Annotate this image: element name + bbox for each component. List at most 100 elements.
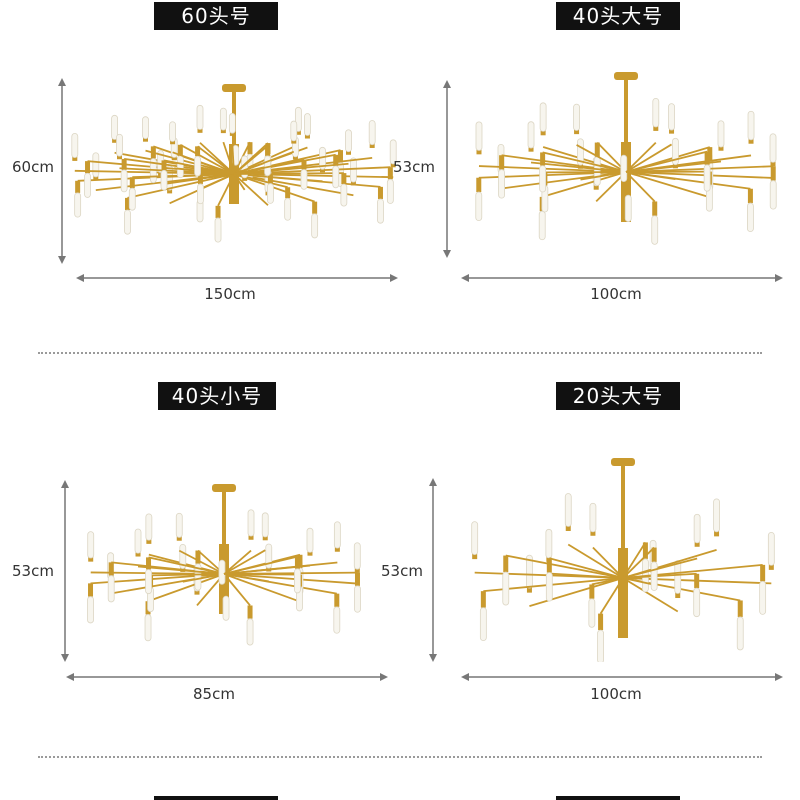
chandelier-arm — [625, 171, 710, 198]
height-arrow-3 — [61, 480, 69, 662]
height-dimension-2: 53cm — [393, 158, 435, 176]
chandelier-arm — [223, 549, 252, 575]
chandelier-arm — [223, 555, 298, 575]
lamp-bulb — [767, 531, 775, 566]
lamp-bulb — [502, 571, 510, 606]
lamp-bulb — [120, 169, 128, 193]
lamp-bulb — [593, 156, 601, 186]
lamp-holder — [129, 177, 135, 189]
lamp-bulb — [747, 110, 755, 141]
chandelier-arm — [233, 173, 269, 206]
down-rod — [222, 492, 226, 574]
chandelier-arm — [233, 173, 354, 197]
lamp-bulb — [194, 155, 201, 177]
lamp-bulb — [267, 183, 274, 204]
chandelier-40-heads-large — [475, 72, 777, 245]
chandelier-arm — [199, 173, 235, 190]
lamp-bulb — [107, 575, 115, 603]
lamp-holder — [737, 600, 743, 617]
lamp-bulb — [306, 527, 314, 553]
chandelier-arm — [179, 143, 235, 175]
lamp-bulb — [624, 194, 632, 222]
chandelier-arm — [625, 141, 657, 173]
down-rod — [621, 466, 625, 578]
lamp-holder — [546, 558, 552, 573]
lamp-holder — [625, 181, 631, 196]
lamp-bulb — [545, 572, 553, 602]
chandelier-arm — [222, 141, 235, 175]
width-arrow-2 — [461, 274, 783, 282]
lamp-holder — [161, 160, 167, 171]
chandelier-arm — [178, 549, 225, 575]
chandelier-arm — [233, 150, 295, 175]
lamp-holder — [108, 562, 114, 576]
lamp-bulb — [214, 217, 222, 243]
height-arrow-1 — [58, 78, 66, 264]
lamp-holder — [285, 187, 291, 199]
chandelier-arm — [548, 572, 624, 579]
section-divider-2 — [38, 756, 762, 758]
chandelier-arm — [549, 557, 624, 579]
lamp-bulb — [222, 595, 230, 621]
lamp-bulb — [354, 585, 361, 613]
chandelier-arm — [591, 577, 624, 586]
lamp-bulb — [74, 192, 82, 218]
lamp-holder — [704, 151, 710, 165]
product-label-20-heads-large: 20头大号 — [556, 382, 680, 410]
lamp-holder — [312, 201, 318, 214]
lamp-holder — [75, 180, 81, 193]
lamp-bulb — [345, 129, 352, 153]
lamp-holder — [387, 167, 393, 180]
lamp-bulb — [175, 512, 183, 538]
lamp-holder — [642, 542, 648, 559]
product-label-40-heads-small: 40头小号 — [158, 382, 276, 410]
lamp-holder — [267, 173, 273, 184]
width-dimension-1: 150cm — [204, 285, 256, 303]
lamp-bulb — [597, 629, 604, 662]
lamp-bulb — [290, 120, 298, 142]
lamp-bulb — [651, 215, 659, 245]
chandelier-40-heads-small — [87, 484, 361, 646]
lamp-bulb — [228, 113, 236, 134]
lamp-holder — [707, 147, 713, 162]
lamp-bulb — [498, 169, 505, 199]
lamp-bulb — [92, 152, 100, 178]
chandelier-arm — [576, 144, 627, 173]
height-arrow-4 — [429, 478, 437, 662]
chandelier-arm — [622, 541, 647, 579]
lamp-bulb — [769, 133, 777, 163]
height-arrow-2 — [443, 80, 451, 258]
lamp-bulb — [340, 183, 348, 207]
chandelier-arm — [217, 173, 235, 207]
lamp-bulb — [471, 521, 479, 556]
lamp-bulb — [333, 606, 341, 634]
lamp-bulb — [218, 559, 226, 585]
lamp-bulb — [668, 103, 675, 131]
lamp-holder — [125, 197, 131, 210]
lamp-bulb — [87, 596, 94, 624]
chandelier-arm — [567, 543, 624, 579]
chandelier-arm — [172, 151, 235, 175]
lamp-bulb — [197, 183, 204, 205]
lamp-bulb — [160, 169, 168, 191]
lamp-holder — [770, 166, 776, 181]
lamp-holder — [333, 154, 339, 166]
chandelier-arm — [622, 557, 698, 579]
chandelier-arm — [233, 158, 305, 175]
lamp-bulb — [564, 493, 572, 527]
width-dimension-3: 85cm — [193, 685, 235, 703]
product-label-60-heads: 60头号 — [154, 2, 278, 30]
height-dimension-1: 60cm — [12, 158, 54, 176]
lamp-holder — [589, 584, 595, 599]
chandelier-arm — [233, 173, 246, 191]
lamp-holder — [334, 593, 340, 607]
lamp-holder — [197, 174, 203, 184]
lamp-holder — [297, 554, 303, 568]
lamp-bulb — [145, 513, 153, 541]
lamp-bulb — [759, 580, 767, 615]
lamp-bulb — [196, 104, 204, 130]
chandelier-arm — [580, 171, 627, 181]
lamp-holder — [694, 573, 700, 589]
chandelier-arm — [542, 151, 627, 173]
chandelier-arm — [145, 149, 235, 175]
